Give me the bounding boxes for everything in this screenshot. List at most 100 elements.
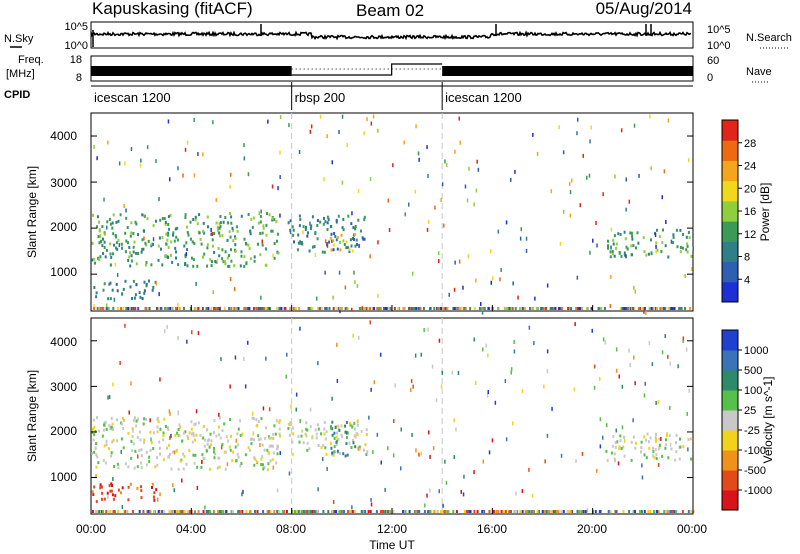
cell-4-69 <box>661 454 664 458</box>
ground-cell-282 <box>327 510 330 513</box>
ground-cell-181 <box>603 307 606 310</box>
sparse-cell-152 <box>615 428 617 433</box>
cell-4-69 <box>655 241 658 245</box>
ground-cell-196 <box>285 510 288 513</box>
ground-cell-97 <box>278 307 281 310</box>
cell-3-8 <box>95 295 98 299</box>
sparse-cell-124 <box>448 292 450 297</box>
sparse-cell-198 <box>655 244 657 249</box>
ground-cell-182 <box>528 510 531 513</box>
sparse-cell-37 <box>599 444 602 449</box>
ground-cell-38 <box>590 307 593 310</box>
cell-3-31 <box>129 285 132 289</box>
cell-4-38 <box>675 441 677 445</box>
ground-cell-126 <box>511 307 514 310</box>
sparse-cell-162 <box>661 350 664 355</box>
sparse-cell-141 <box>324 239 327 244</box>
cell-0-266 <box>97 461 100 465</box>
cell-4-15 <box>667 255 670 259</box>
sparse-cell-2 <box>575 459 577 463</box>
cell-1-50 <box>300 242 303 245</box>
cell-0-177 <box>110 454 113 458</box>
sparse-cell-211 <box>665 220 667 224</box>
ground-cell-157 <box>383 307 386 310</box>
ground-cell-81 <box>560 307 563 310</box>
cbar-tick-4: 12 <box>744 229 756 241</box>
ground-cell-86 <box>161 510 163 513</box>
sparse-cell-149 <box>629 363 631 367</box>
ground-cell-245 <box>217 510 220 513</box>
sparse-cell-103 <box>551 406 553 411</box>
sparse-cell-96 <box>279 115 282 120</box>
cell-0-96 <box>229 235 232 239</box>
cell-0-219 <box>274 432 277 436</box>
cell-4-37 <box>647 252 650 256</box>
cell-2-18 <box>345 421 348 424</box>
sparse-cell-27 <box>468 166 470 171</box>
cell-0-153 <box>271 217 274 221</box>
cell-0-12 <box>270 444 273 448</box>
cell-0-106 <box>174 246 177 250</box>
cell-1-29 <box>317 423 319 427</box>
cell-4-9 <box>685 248 688 252</box>
sparse-cell-39 <box>615 347 618 352</box>
cell-0-150 <box>183 431 185 435</box>
cell-4-44 <box>623 435 626 439</box>
ground-cell-214 <box>619 307 622 310</box>
ground-cell-120 <box>358 307 361 310</box>
ground-cell-218 <box>622 510 625 513</box>
ground-cell-220 <box>663 510 666 513</box>
cell-0-11 <box>197 421 200 425</box>
cell-0-129 <box>215 221 218 225</box>
cell-0-50 <box>103 444 106 448</box>
cell-4-13 <box>612 435 615 438</box>
sparse-cell-49 <box>369 254 371 259</box>
cell-1-19 <box>305 225 307 229</box>
sparse-cell-109 <box>242 489 244 494</box>
cell-0-277 <box>249 438 252 441</box>
ground-cell-58 <box>384 510 387 513</box>
cell-0-51 <box>221 443 224 447</box>
cell-0-128 <box>145 450 148 454</box>
cell-4-53 <box>661 241 664 245</box>
ground-cell-42 <box>213 307 216 310</box>
sparse-cell-115 <box>107 140 109 145</box>
ground-cell-56 <box>497 307 500 310</box>
sparse-cell-148 <box>316 296 318 301</box>
ground-cell-212 <box>171 510 174 513</box>
cell-0-118 <box>157 258 160 262</box>
cell-0-97 <box>268 444 271 448</box>
sparse-cell-84 <box>167 119 170 124</box>
ground-cell-155 <box>689 307 691 310</box>
cell-1-25 <box>337 437 340 441</box>
cell-0-67 <box>96 215 99 219</box>
sparse-cell-186 <box>181 478 183 483</box>
cell-0-81 <box>271 229 274 233</box>
cell-0-43 <box>278 420 281 424</box>
cell-1-17 <box>292 228 295 232</box>
ground-cell-224 <box>96 307 99 310</box>
sparse-cell-33 <box>272 253 274 258</box>
cell-4-28 <box>690 457 693 461</box>
ground-cell-47 <box>382 510 385 513</box>
ground-cell-298 <box>464 307 467 310</box>
ground-cell-56 <box>666 510 669 513</box>
ground-cell-278 <box>197 510 200 513</box>
cell-1-71 <box>301 429 304 433</box>
sparse-cell-179 <box>651 362 654 367</box>
cell-0-287 <box>202 229 205 233</box>
cell-0-77 <box>175 250 177 254</box>
cell-0-233 <box>206 439 209 443</box>
swatch-8 <box>722 120 738 141</box>
ground-cell-285 <box>102 510 104 513</box>
cell-0-194 <box>136 465 139 469</box>
cell-0-118 <box>239 464 242 468</box>
cell-4-56 <box>615 246 617 250</box>
ground-cell-201 <box>597 307 600 310</box>
sparse-cell-134 <box>377 128 379 133</box>
sparse-cell-120 <box>271 184 274 189</box>
cell-3-10 <box>107 297 110 301</box>
ground-cell-204 <box>246 307 249 310</box>
sparse-cell-117 <box>451 370 454 375</box>
sparse-cell-15 <box>370 387 372 392</box>
